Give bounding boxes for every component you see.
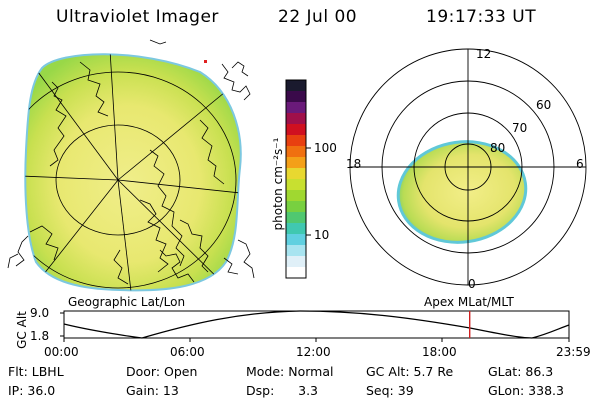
- mlat-label-70: 70: [512, 121, 528, 135]
- info-glat: GLat: 86.3: [488, 364, 554, 379]
- colorbar-cell: [286, 267, 306, 279]
- colorbar-cell: [286, 212, 306, 224]
- mlat-label-80: 80: [490, 141, 506, 155]
- geographic-image: [7, 39, 255, 292]
- date-label: 22 Jul 00: [278, 7, 358, 27]
- geographic-label: Geographic Lat/Lon: [68, 295, 186, 309]
- apex-label: Apex MLat/MLT: [424, 295, 514, 309]
- colorbar-cell: [286, 245, 306, 257]
- colorbar-cell: [286, 234, 306, 246]
- mlt-label-0: 0: [468, 277, 476, 291]
- colorbar: [285, 79, 311, 279]
- colorbar-tick-10: 10: [314, 228, 330, 242]
- time-label: 19:17:33 UT: [426, 7, 537, 27]
- info-dsp: Dsp: 3.3: [246, 383, 319, 398]
- colorbar-cell: [286, 80, 306, 92]
- strip-x-tick-1800: 18:00: [422, 345, 457, 359]
- strip-axis-label: GC Alt: [15, 311, 29, 349]
- strip-x-tick-0600: 06:00: [170, 345, 205, 359]
- strip-x-tick-0000: 00:00: [44, 345, 79, 359]
- colorbar-cell: [286, 256, 306, 268]
- altitude-strip: [60, 310, 570, 342]
- colorbar-cell: [286, 168, 306, 180]
- mlt-label-18: 18: [346, 157, 362, 171]
- colorbar-cell: [286, 223, 306, 235]
- strip-y-tick-1: 1.8: [30, 329, 50, 343]
- strip-x-tick-1200: 12:00: [296, 345, 331, 359]
- colorbar-cell: [286, 135, 306, 147]
- info-door: Door: Open: [126, 364, 198, 379]
- strip-y-tick-9: 9.0: [30, 306, 50, 320]
- colorbar-cell: [286, 91, 306, 103]
- colorbar-cell: [286, 113, 306, 125]
- info-glon: GLon: 338.3: [488, 383, 564, 398]
- colorbar-cell: [286, 201, 306, 213]
- colorbar-cell: [286, 124, 306, 136]
- colorbar-cell: [286, 190, 306, 202]
- colorbar-cell: [286, 102, 306, 114]
- mlt-label-12: 12: [476, 47, 492, 61]
- mlat-label-60: 60: [536, 98, 552, 112]
- instrument-title: Ultraviolet Imager: [56, 7, 219, 27]
- colorbar-cell: [286, 179, 306, 191]
- colorbar-cell: [286, 157, 306, 169]
- info-gain: Gain: 13: [126, 383, 179, 398]
- info-ip: IP: 36.0: [8, 383, 56, 398]
- colorbar-tick-100: 100: [314, 141, 337, 155]
- strip-x-tick-2359: 23:59: [556, 345, 591, 359]
- colorbar-cell: [286, 146, 306, 158]
- polar-plot: [349, 48, 587, 286]
- info-gc-alt: GC Alt: 5.7 Re: [366, 364, 454, 379]
- info-mode: Mode: Normal: [246, 364, 334, 379]
- colorbar-unit-label: photon cm⁻²s⁻¹: [271, 137, 285, 231]
- info-filter: Flt: LBHL: [8, 364, 64, 379]
- mlt-label-6: 6: [576, 157, 584, 171]
- info-seq: Seq: 39: [366, 383, 414, 398]
